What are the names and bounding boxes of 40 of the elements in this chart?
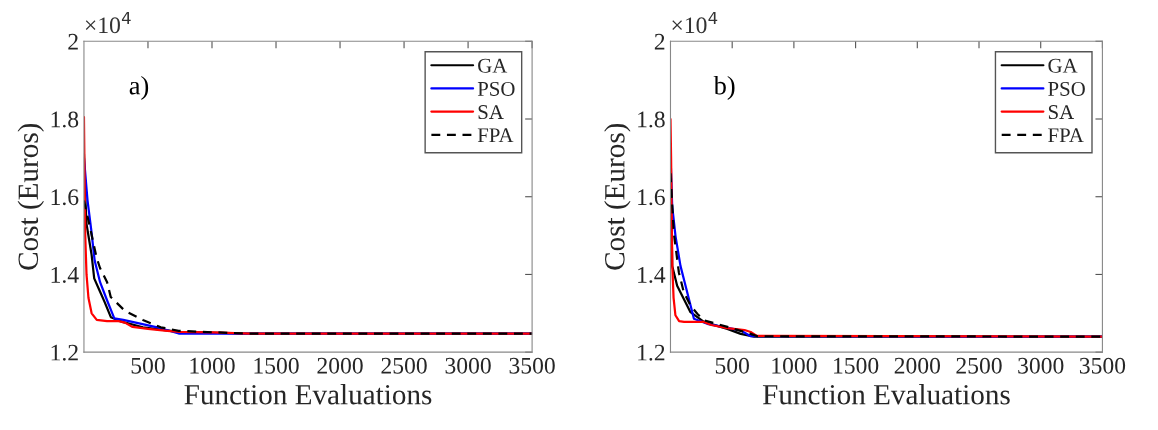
legend-label: FPA	[1048, 128, 1084, 143]
y-axis-title: Cost (Euros)	[604, 123, 631, 270]
legend-label: SA	[1048, 105, 1075, 120]
legend-label: PSO	[477, 81, 515, 96]
x-tick-label: 3500	[509, 357, 555, 374]
y-axis-title: Cost (Euros)	[17, 123, 45, 270]
x-tick-label: 1500	[834, 357, 879, 374]
x-axis-title: Function Evaluations	[762, 384, 1010, 405]
y-tick-label: 1.4	[638, 267, 666, 283]
y-tick-label: 1.2	[51, 344, 78, 361]
x-tick-label: 1500	[254, 357, 299, 374]
legend-label: SA	[478, 105, 504, 120]
x-tick-label: 2500	[381, 357, 427, 374]
legend-label: PSO	[1048, 81, 1085, 96]
x-axis-title: Function Evaluations	[184, 384, 432, 405]
x-tick-label: 3500	[1079, 357, 1126, 374]
y-tick-label: 1.2	[638, 344, 665, 361]
y-tick-label: 1.6	[638, 189, 665, 206]
y-tick-label: 1.8	[638, 111, 665, 128]
annotation: b)	[713, 75, 735, 100]
text: ×10$^{4}$	[672, 11, 718, 34]
y-tick-label: 1.8	[51, 111, 79, 128]
x-tick-label: 2000	[894, 357, 941, 374]
x-tick-label: 500	[715, 357, 749, 374]
x-tick-label: 500	[131, 357, 165, 374]
text: ×10$^{4}$	[85, 11, 131, 34]
legend-label: GA	[1048, 58, 1078, 73]
annotation: a)	[129, 75, 149, 100]
y-tick-label: 1.4	[51, 267, 79, 283]
legend-label: GA	[478, 58, 508, 73]
x-tick-label: 1000	[772, 357, 817, 374]
x-tick-label: 2500	[956, 357, 1002, 374]
legend-label: FPA	[477, 128, 514, 143]
y-tick-label: 2	[654, 33, 665, 50]
x-tick-label: 2000	[317, 357, 363, 374]
y-tick-label: 1.6	[51, 189, 79, 206]
x-tick-label: 3000	[1018, 357, 1064, 374]
y-tick-label: 2	[68, 33, 78, 50]
x-tick-label: 1000	[190, 357, 235, 374]
x-tick-label: 3000	[445, 357, 491, 374]
